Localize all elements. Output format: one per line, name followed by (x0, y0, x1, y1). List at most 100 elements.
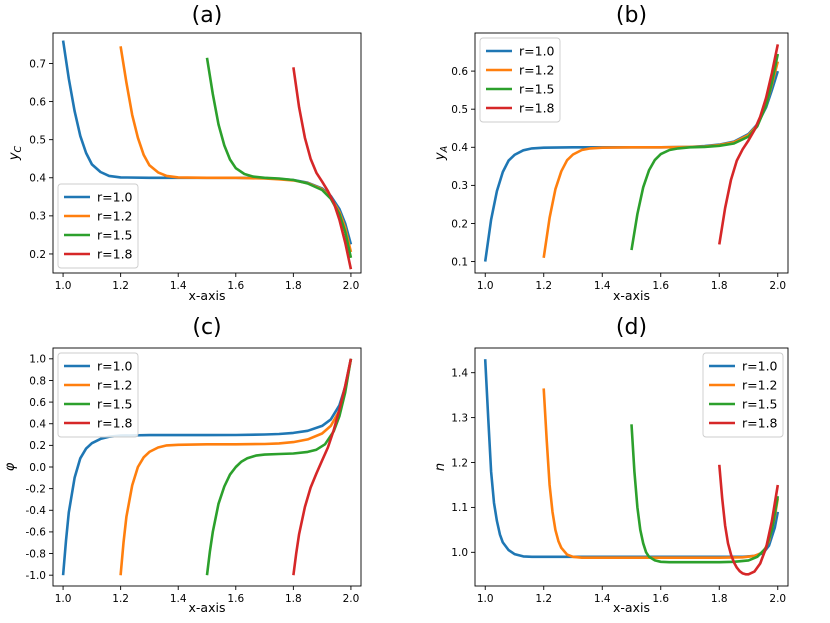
legend-a: r=1.0 r=1.2 r=1.5 r=1.8 (57, 183, 139, 269)
legend-box-c (57, 352, 139, 438)
series-line-c-3 (205, 358, 353, 576)
series-group-d (483, 359, 780, 576)
x-tick-label-c: 1.8 (285, 593, 302, 605)
legend-label-a-4: r=1.8 (97, 247, 133, 262)
y-tick-label-c: -0.2 (26, 483, 47, 495)
legend-label-c-4: r=1.8 (97, 416, 133, 431)
y-axis-label-main-b: y (433, 152, 448, 161)
legend-d: r=1.0 r=1.2 r=1.5 r=1.8 (702, 352, 784, 438)
y-tick-label-a: 0.2 (29, 249, 46, 261)
legend-label-d-3: r=1.5 (742, 397, 778, 412)
x-tick-label-c: 1.6 (227, 593, 244, 605)
y-tick-label-d: 1.2 (451, 457, 468, 469)
y-tick-label-d: 1.1 (451, 502, 468, 514)
x-axis-label-b: x-axis (613, 288, 650, 303)
series-line-a-4 (292, 67, 353, 270)
x-tick-label-b: 1.0 (477, 280, 494, 292)
series-line-c-4 (292, 358, 353, 576)
y-tick-label-d: 1.3 (451, 412, 468, 424)
x-tick-label-a: 1.2 (112, 280, 129, 292)
panel-title-a: (a) (192, 3, 223, 28)
x-tick-label-d: 1.2 (535, 593, 552, 605)
x-axis-label-a: x-axis (189, 288, 226, 303)
series-line-a-2 (119, 46, 353, 253)
series-line-b-2 (542, 61, 780, 258)
series-line-c-2 (119, 358, 353, 576)
axes-frame-b (474, 32, 789, 274)
legend-b: r=1.0 r=1.2 r=1.5 r=1.8 (479, 37, 561, 123)
y-tick-label-b: 0.6 (451, 66, 468, 78)
y-tick-label-d: 1.0 (451, 547, 468, 559)
legend-c: r=1.0 r=1.2 r=1.5 r=1.8 (57, 352, 139, 438)
x-tick-label-b: 1.6 (652, 280, 669, 292)
panel-d: (d)1.0 1.2 1.4 1.6 1.8 2.01.01.11.21.31.4x-ax… (433, 315, 789, 615)
x-tick-label-c: 1.2 (112, 593, 129, 605)
y-tick-label-c: 0.8 (29, 375, 46, 387)
legend-label-b-1: r=1.0 (519, 44, 555, 59)
y-tick-label-c: 0.2 (29, 440, 46, 452)
x-tick-label-b: 1.2 (535, 280, 552, 292)
y-tick-label-a: 0.3 (29, 211, 46, 223)
legend-box-a (57, 183, 139, 269)
legend-label-d-2: r=1.2 (742, 378, 778, 393)
y-axis-label-sub-a: C (13, 145, 24, 152)
x-tick-label-d: 1.4 (594, 593, 611, 605)
legend-label-c-3: r=1.5 (97, 397, 133, 412)
x-tick-label-b: 1.8 (711, 280, 728, 292)
y-tick-label-c: 0.4 (29, 419, 46, 431)
x-tick-label-d: 1.0 (477, 593, 494, 605)
panel-title-c: (c) (192, 315, 221, 340)
legend-label-b-2: r=1.2 (519, 63, 555, 78)
x-tick-label-a: 1.8 (285, 280, 302, 292)
panel-title-d: (d) (616, 315, 647, 340)
x-tick-label-b: 1.4 (594, 280, 611, 292)
panel-c: (c) 1.0 1.2 1.4 1.6 1.8 2.0 -1.0 -0.8 -0.6 -0.4 -0.… (3, 315, 362, 615)
legend-box-d (702, 352, 784, 438)
x-tick-label-b: 2.0 (769, 280, 786, 292)
series-line-c-1 (61, 358, 353, 576)
x-tick-label-d: 1.8 (711, 593, 728, 605)
y-tick-label-c: -0.8 (26, 548, 47, 560)
legend-label-a-3: r=1.5 (97, 228, 133, 243)
x-tick-label-a: 1.4 (170, 280, 187, 292)
series-line-d-4 (718, 464, 780, 576)
y-tick-label-b: 0.3 (451, 180, 468, 192)
legend-label-d-1: r=1.0 (742, 359, 778, 374)
y-axis-label-b: yA (433, 146, 450, 161)
y-tick-label-b: 0.1 (451, 256, 468, 268)
x-tick-label-a: 1.0 (55, 280, 72, 292)
x-tick-label-a: 1.6 (227, 280, 244, 292)
y-tick-label-d: 1.4 (451, 367, 468, 379)
axes-frame-a (52, 32, 362, 274)
legend-label-c-1: r=1.0 (97, 359, 133, 374)
y-tick-label-c: -0.6 (26, 527, 47, 539)
y-tick-label-b: 0.4 (451, 142, 468, 154)
y-axis-label-sub-b: A (439, 146, 450, 154)
panel-a: (a) 1.0 1.2 1.4 1.6 1.8 2.0 0.2 0.3 0.4 0.5 0.6 0.7 x… (7, 3, 362, 303)
legend-label-c-2: r=1.2 (97, 378, 133, 393)
x-tick-label-d: 1.6 (652, 593, 669, 605)
y-tick-label-a: 0.4 (29, 173, 46, 185)
panel-b: (b) 1.0 1.2 1.4 1.6 1.8 2.0 0.1 0.2 0.3 0.4 0.5 0.6 x… (433, 3, 789, 303)
panel-title-b: (b) (616, 3, 647, 28)
y-tick-label-b: 0.5 (451, 104, 468, 116)
series-line-a-3 (205, 57, 353, 259)
legend-label-b-3: r=1.5 (519, 82, 555, 97)
series-group-a (61, 40, 353, 270)
x-axis-label-d: x-axis (613, 600, 650, 615)
legend-label-b-4: r=1.8 (519, 101, 555, 116)
legend-label-a-1: r=1.0 (97, 190, 133, 205)
legend-box-b (479, 37, 561, 123)
series-group-c (61, 358, 353, 576)
legend-label-d-4: r=1.8 (742, 416, 778, 431)
y-tick-label-a: 0.5 (29, 134, 46, 146)
y-tick-label-c: 0.0 (29, 462, 46, 474)
y-tick-label-a: 0.6 (29, 96, 46, 108)
y-tick-label-c: 1.0 (29, 354, 46, 366)
y-axis-label-a: yC (7, 145, 24, 161)
y-tick-label-a: 0.7 (29, 58, 46, 70)
axes-frame-d (474, 347, 789, 587)
series-line-d-3 (630, 424, 780, 564)
y-tick-label-c: -1.0 (26, 570, 47, 582)
